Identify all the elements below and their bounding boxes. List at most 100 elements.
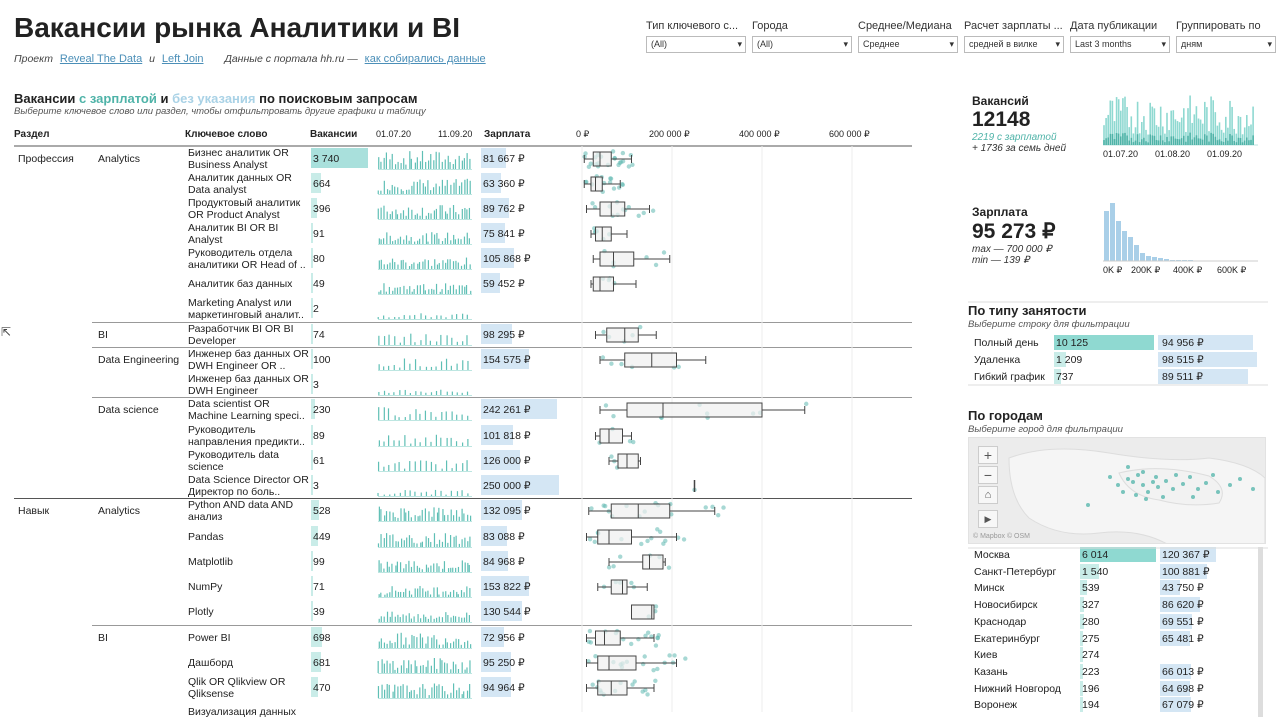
keyword-cell[interactable]: Аналитик данных OR Data analyst	[188, 172, 292, 196]
table-row[interactable]: Pandas 449 83 088 ₽	[0, 525, 912, 550]
cities-map[interactable]: + − ⌂ ▶ © Mapbox © OSM	[968, 437, 1266, 544]
table-row[interactable]: Руководитель отдела аналитики OR Head of…	[0, 247, 912, 272]
salary-bar[interactable]	[481, 148, 507, 168]
reveal-the-data-link[interactable]: Reveal The Data	[59, 53, 143, 65]
vacancy-bar[interactable]	[311, 349, 313, 369]
salary-bar[interactable]	[481, 475, 559, 495]
group-cell[interactable]: Data science	[98, 404, 159, 416]
left-join-link[interactable]: Left Join	[161, 53, 204, 65]
keyword-cell[interactable]: Визуализация данных	[188, 706, 297, 718]
salary-bar[interactable]	[481, 173, 501, 193]
group-cell[interactable]: BI	[98, 632, 108, 644]
group-cell[interactable]: Analytics	[98, 505, 141, 517]
keyword-cell[interactable]: Data scientist OR Machine Learning speci…	[188, 398, 305, 422]
city-row[interactable]: Екатеринбург 275 65 481 ₽	[970, 630, 1260, 647]
salary-bar[interactable]	[481, 450, 521, 470]
keyword-cell[interactable]: Pandas	[188, 531, 224, 543]
keyword-cell[interactable]: Бизнес аналитик OR Business Analyst	[188, 147, 289, 171]
keyword-cell[interactable]: Plotly	[188, 606, 214, 618]
keyword-cell[interactable]: Инженер баз данных OR DWH Engineer OR ..	[188, 348, 309, 372]
city-row[interactable]: Киев 274	[970, 647, 1260, 663]
table-row[interactable]: Инженер баз данных OR DWH Engineer 3	[0, 373, 912, 398]
vacancy-bar[interactable]	[311, 601, 313, 621]
zoom-in-button[interactable]: +	[978, 446, 998, 464]
filter-cities-select[interactable]: (All)	[752, 36, 852, 53]
salary-bar[interactable]	[481, 399, 557, 419]
salary-bar[interactable]	[481, 324, 512, 344]
city-row[interactable]: Москва 6 014 120 367 ₽	[970, 547, 1260, 563]
table-row[interactable]: Data Science Director OR Директор по бол…	[0, 474, 912, 499]
keyword-cell[interactable]: Дашборд	[188, 657, 233, 669]
table-row[interactable]: Продуктовый аналитик OR Product Analyst 3…	[0, 197, 912, 222]
table-row[interactable]: BI Power BI 698 72 956 ₽	[0, 625, 912, 651]
table-row[interactable]: Marketing Analyst или маркетинговый анал…	[0, 297, 912, 322]
city-row[interactable]: Краснодар 280 69 551 ₽	[970, 613, 1260, 630]
salary-bar[interactable]	[481, 349, 530, 369]
keyword-cell[interactable]: Python AND data AND анализ	[188, 499, 294, 523]
vacancy-bar[interactable]	[311, 148, 368, 168]
salary-bar[interactable]	[481, 198, 509, 218]
city-row[interactable]: Казань 223 66 013 ₽	[970, 663, 1260, 680]
play-icon[interactable]: ▶	[978, 510, 998, 528]
group-cell[interactable]: Data Engineering	[98, 354, 180, 366]
vacancy-bar[interactable]	[311, 223, 313, 243]
filter-mean-median-select[interactable]: Среднее	[858, 36, 958, 53]
table-row[interactable]: Data Engineering Инженер баз данных OR DW…	[0, 347, 912, 373]
vacancy-bar[interactable]	[311, 551, 313, 571]
keyword-cell[interactable]: Руководитель отдела аналитики OR Head of…	[188, 247, 306, 271]
home-icon[interactable]: ⌂	[978, 486, 998, 504]
vacancy-bar[interactable]	[311, 526, 318, 546]
city-row[interactable]: Минск 539 43 750 ₽	[970, 580, 1260, 596]
group-cell[interactable]: Analytics	[98, 153, 141, 165]
keyword-cell[interactable]: Qlik OR Qlikview OR Qliksense	[188, 676, 286, 700]
table-row[interactable]: BI Разработчик BI OR BI Developer 74 98 295…	[0, 322, 912, 348]
vacancy-bar[interactable]	[311, 374, 313, 394]
section-cell[interactable]: Профессия	[18, 153, 74, 165]
vacancy-bar[interactable]	[311, 677, 319, 697]
table-row[interactable]: Профессия Analytics Бизнес аналитик OR Bus…	[0, 147, 912, 172]
salary-bar[interactable]	[481, 526, 507, 546]
employment-row[interactable]: Полный день 10 125 94 956 ₽	[970, 335, 1260, 351]
group-cell[interactable]: BI	[98, 329, 108, 341]
city-row[interactable]: Санкт-Петербург 1 540 100 881 ₽	[970, 563, 1260, 580]
salary-bar[interactable]	[481, 273, 500, 293]
vacancy-bar[interactable]	[311, 450, 313, 470]
salary-bar[interactable]	[481, 677, 511, 697]
keyword-cell[interactable]: Разработчик BI OR BI Developer	[188, 323, 294, 347]
section-cell[interactable]: Навык	[18, 505, 50, 517]
vacancy-bar[interactable]	[311, 425, 313, 445]
vacancy-bar[interactable]	[311, 652, 322, 672]
salary-bar[interactable]	[481, 425, 513, 445]
vacancy-bar[interactable]	[311, 500, 320, 520]
table-row[interactable]: Аналитик данных OR Data analyst 664 63 360…	[0, 172, 912, 197]
vacancy-bar[interactable]	[311, 399, 315, 419]
salary-bar[interactable]	[481, 248, 515, 268]
vacancy-bar[interactable]	[311, 248, 313, 268]
vacancy-bar[interactable]	[311, 324, 313, 344]
keyword-cell[interactable]: Power BI	[188, 632, 231, 644]
table-row[interactable]: Matplotlib 99 84 968 ₽	[0, 550, 912, 575]
filter-publish-date-select[interactable]: Last 3 months	[1070, 36, 1170, 53]
salary-bar[interactable]	[481, 223, 505, 243]
city-row[interactable]: Нижний Новгород 196 64 698 ₽	[970, 680, 1260, 697]
vacancy-bar[interactable]	[311, 475, 313, 495]
table-row[interactable]: Data science Data scientist OR Machine Le…	[0, 397, 912, 423]
keyword-cell[interactable]: Matplotlib	[188, 556, 233, 568]
keyword-cell[interactable]: Руководитель направления предикти..	[188, 424, 305, 448]
zoom-out-button[interactable]: −	[978, 466, 998, 484]
table-row[interactable]: NumPy 71 153 822 ₽	[0, 575, 912, 600]
table-row[interactable]: Plotly 39 130 544 ₽	[0, 600, 912, 625]
salary-bar[interactable]	[481, 576, 529, 596]
keyword-cell[interactable]: Руководитель data science	[188, 449, 279, 473]
vacancy-bar[interactable]	[311, 627, 322, 647]
keyword-cell[interactable]: Инженер баз данных OR DWH Engineer	[188, 373, 309, 397]
cities-scrollbar[interactable]	[1258, 547, 1263, 717]
salary-bar[interactable]	[481, 601, 522, 621]
salary-bar[interactable]	[481, 551, 508, 571]
table-row[interactable]: Дашборд 681 95 250 ₽	[0, 651, 912, 676]
employment-row[interactable]: Гибкий график 737 89 511 ₽	[970, 369, 1260, 385]
table-row[interactable]: Навык Analytics Python AND data AND анализ…	[0, 498, 912, 524]
table-row[interactable]: Руководитель data science 61 126 000 ₽	[0, 449, 912, 474]
table-row[interactable]: Визуализация данных	[0, 700, 912, 720]
filter-keyword-type-select[interactable]: (All)	[646, 36, 746, 53]
